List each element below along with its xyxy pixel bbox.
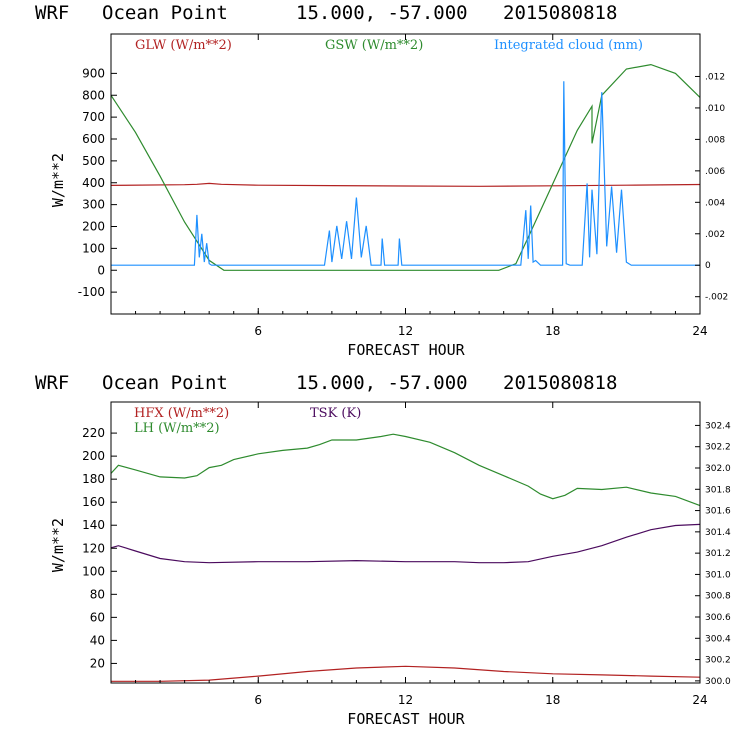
x-tick-label: 12 [398, 693, 413, 707]
y-tick-label: 200 [82, 449, 105, 463]
y-tick-label: 180 [82, 472, 105, 486]
panel1-plot-area [110, 63, 701, 271]
x-tick-label: 12 [398, 324, 413, 338]
panel2-ylabel: W/m**2 [49, 518, 67, 572]
y-tick-label: 60 [90, 610, 105, 624]
panel1-ylabel: W/m**2 [49, 153, 67, 207]
series-line-glw [110, 182, 701, 187]
panel2-axes: 6 12 18 24 20 40 60 80 100 120 140 160 180 200 220 300.… [82, 402, 731, 707]
y-tick-label: 400 [82, 176, 105, 190]
x-tick-label: 6 [254, 324, 262, 338]
panel1-frame [110, 33, 701, 315]
y-tick-label: 40 [90, 633, 105, 647]
y2-tick-label: 301.8 [705, 485, 731, 495]
panel1-axes: 6 12 18 24 -100 0 100 200 300 400 500 600 700 800 900 -… [78, 34, 728, 338]
panel2-legend-lh: LH (W/m**2) [134, 421, 220, 436]
panel2-title: WRF Ocean Point 15.000, -57.000 20150808… [35, 372, 617, 394]
panel2-legend-hfx: HFX (W/m**2) [134, 406, 229, 421]
y2-tick-label: .006 [705, 167, 725, 177]
y-tick-label: 200 [82, 220, 105, 234]
panel2-title-date: 2015080818 [503, 372, 617, 394]
y2-tick-label: .002 [705, 230, 725, 240]
y-tick-label: -100 [78, 285, 105, 299]
y-tick-label: 120 [82, 541, 105, 555]
y2-tick-label: 302.2 [705, 443, 731, 453]
panel1-legend-glw: GLW (W/m**2) [135, 38, 232, 53]
y-tick-label: 100 [82, 564, 105, 578]
y-tick-label: 140 [82, 518, 105, 532]
panel2-title-label: WRF [35, 372, 69, 394]
y-tick-label: 20 [90, 656, 105, 670]
panel2-legend-tsk: TSK (K) [310, 406, 361, 421]
y2-tick-label: -.002 [705, 293, 728, 303]
panel2-title-location: Ocean Point [102, 372, 228, 394]
y-tick-label: 160 [82, 495, 105, 509]
panel1-title-location: Ocean Point [102, 2, 228, 24]
y-tick-label: 900 [82, 66, 105, 80]
y2-tick-label: 301.2 [705, 549, 731, 559]
y2-tick-label: .010 [705, 104, 725, 114]
panel1-title-coords: 15.000, -57.000 [296, 2, 468, 24]
series-line-tsk [110, 523, 701, 564]
y2-tick-label: 301.0 [705, 570, 731, 580]
panel1-title-label: WRF [35, 2, 69, 24]
panel1-title: WRF Ocean Point 15.000, -57.000 20150808… [35, 2, 617, 24]
panel1-legend-gsw: GSW (W/m**2) [325, 38, 423, 53]
y-tick-label: 220 [82, 426, 105, 440]
series-line-gsw [110, 63, 701, 271]
y2-tick-label: 300.2 [705, 656, 731, 666]
y2-tick-label: 302.0 [705, 464, 731, 474]
panel2-plot-area [110, 433, 701, 682]
panel1-legend-cloud: Integrated cloud (mm) [494, 38, 643, 53]
y-tick-label: 80 [90, 587, 105, 601]
y2-tick-label: 300.8 [705, 592, 731, 602]
y-tick-label: 600 [82, 132, 105, 146]
y2-tick-label: .004 [705, 198, 725, 208]
panel2-xlabel: FORECAST HOUR [347, 710, 465, 728]
y-tick-label: 800 [82, 88, 105, 102]
y-tick-label: 500 [82, 154, 105, 168]
y-tick-label: 700 [82, 110, 105, 124]
series-line-integrated-cloud [111, 81, 700, 266]
panel2-title-coords: 15.000, -57.000 [296, 372, 468, 394]
y2-tick-label: .012 [705, 72, 725, 82]
x-tick-label: 24 [692, 693, 707, 707]
y2-tick-label: 300.0 [705, 677, 731, 687]
y2-tick-label: 300.4 [705, 634, 731, 644]
y2-tick-label: 301.4 [705, 528, 731, 538]
y2-tick-label: 302.4 [705, 421, 731, 431]
x-tick-label: 24 [692, 324, 707, 338]
y-tick-label: 300 [82, 198, 105, 212]
y2-tick-label: 0 [705, 261, 711, 271]
x-tick-label: 18 [545, 324, 560, 338]
x-tick-label: 6 [254, 693, 262, 707]
series-line-lh [110, 433, 701, 507]
panel1-title-date: 2015080818 [503, 2, 617, 24]
y-tick-label: 0 [97, 263, 105, 277]
y-tick-label: 100 [82, 241, 105, 255]
x-tick-label: 18 [545, 693, 560, 707]
y2-tick-label: 301.6 [705, 507, 731, 517]
y2-tick-label: 300.6 [705, 613, 731, 623]
y2-tick-label: .008 [705, 135, 725, 145]
panel1-xlabel: FORECAST HOUR [347, 341, 465, 359]
